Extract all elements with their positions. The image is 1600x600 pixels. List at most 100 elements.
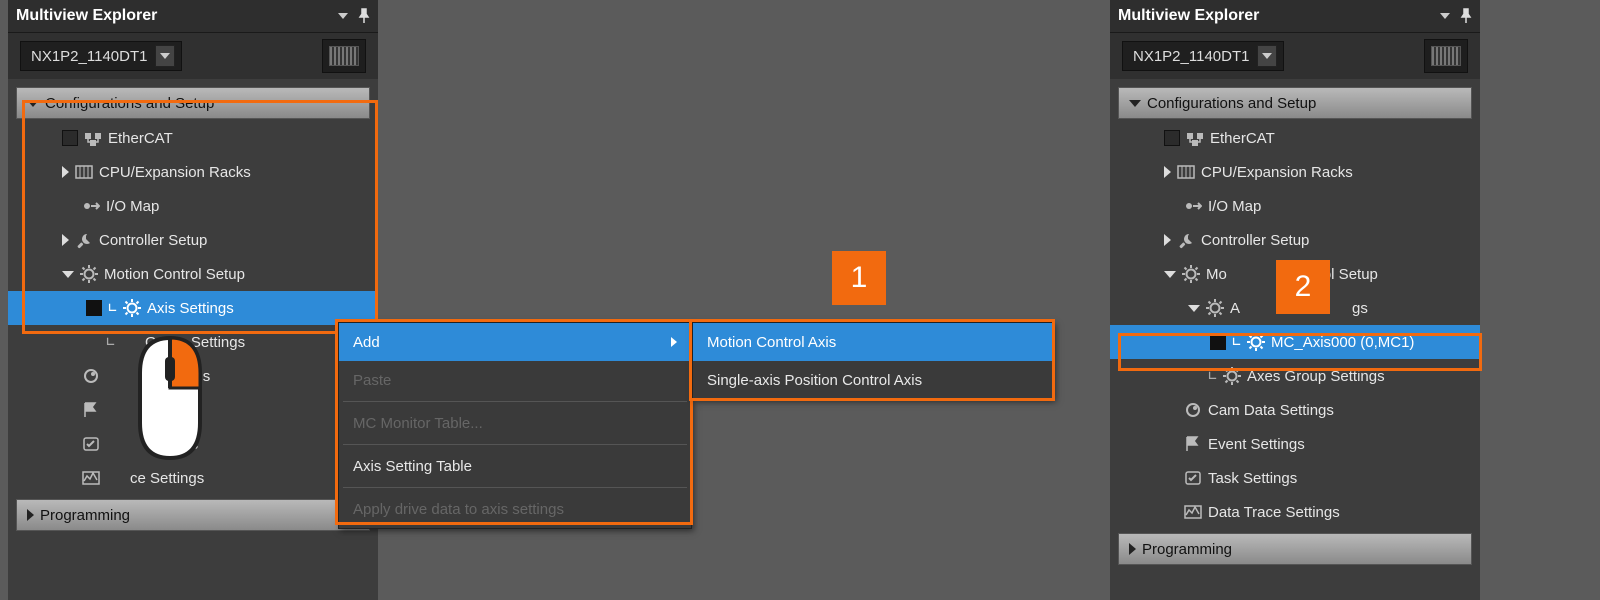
disclosure-icon[interactable] <box>1188 305 1200 312</box>
tree-item-io-map[interactable]: I/O Map <box>1110 189 1480 223</box>
separator <box>343 401 687 402</box>
tree-label: ngs <box>174 436 198 453</box>
device-selector-row: NX1P2_1140DT1 <box>1110 33 1480 79</box>
ctx-label: Add <box>353 334 380 351</box>
tree-item-cam-data[interactable]: Cam Data Settings <box>1110 393 1480 427</box>
disclosure-icon[interactable] <box>1164 166 1171 178</box>
panel-menu-icon[interactable] <box>338 13 348 19</box>
callout-badge-1: 1 <box>832 251 886 305</box>
panel-title: Multiview Explorer <box>1118 7 1440 25</box>
disclosure-icon[interactable] <box>1164 271 1176 278</box>
tree-item-data-trace[interactable]: ce Settings <box>8 461 378 495</box>
disclosure-icon[interactable] <box>27 509 34 521</box>
tree-label: Motion Control Setup <box>104 266 245 283</box>
gear-icon <box>1223 367 1241 385</box>
tree-item-cpu-racks[interactable]: CPU/Expansion Racks <box>1110 155 1480 189</box>
disclosure-icon[interactable] <box>62 166 69 178</box>
device-dropdown[interactable]: NX1P2_1140DT1 <box>20 41 182 71</box>
tree-label: ings <box>174 402 202 419</box>
tree-label: Task Settings <box>1208 470 1297 487</box>
ctx-item-axis-table[interactable]: Axis Setting Table <box>339 447 691 485</box>
ctx-item-add[interactable]: Add <box>339 323 691 361</box>
bullet-icon <box>1210 334 1226 350</box>
gear-icon <box>1182 265 1200 283</box>
tree-item-cam-data[interactable]: Settings <box>8 359 378 393</box>
pin-icon[interactable] <box>356 8 370 24</box>
tree-item-ethercat[interactable]: EtherCAT <box>8 121 378 155</box>
rack-icon <box>75 163 93 181</box>
ctx-item-apply-drive: Apply drive data to axis settings <box>339 490 691 528</box>
ctx-label: Apply drive data to axis settings <box>353 501 564 518</box>
tree-item-axes-group-settings[interactable]: ∟ Axes Group Settings <box>1110 359 1480 393</box>
tree-item-mc-axis000[interactable]: ∟ MC_Axis000 (0,MC1) <box>1110 325 1480 359</box>
bullet-icon <box>62 130 78 146</box>
tree-item-data-trace[interactable]: Data Trace Settings <box>1110 495 1480 529</box>
panel-menu-icon[interactable] <box>1440 13 1450 19</box>
tree-header-config[interactable]: Configurations and Setup <box>16 87 370 119</box>
ctx-sub-single-axis[interactable]: Single-axis Position Control Axis <box>693 361 1053 399</box>
tree-label: EtherCAT <box>108 130 173 147</box>
tree-item-controller-setup[interactable]: Controller Setup <box>8 223 378 257</box>
tree-item-axis-settings[interactable]: ∟ Axis Settings <box>8 291 378 325</box>
ctx-label: Axis Setting Table <box>353 458 472 475</box>
device-icon-button[interactable] <box>1424 39 1468 73</box>
wrench-icon <box>75 231 93 249</box>
panel-titlebar: Multiview Explorer <box>1110 0 1480 33</box>
ctx-sub-motion-axis[interactable]: Motion Control Axis <box>693 323 1053 361</box>
tree-header-config[interactable]: Configurations and Setup <box>1118 87 1472 119</box>
tree-item-event-settings[interactable]: ings <box>8 393 378 427</box>
tree-item-cpu-racks[interactable]: CPU/Expansion Racks <box>8 155 378 189</box>
tree-item-axes-group-settings[interactable]: ∟ Group Settings <box>8 325 378 359</box>
disclosure-icon[interactable] <box>1129 100 1141 107</box>
tree-item-event-settings[interactable]: Event Settings <box>1110 427 1480 461</box>
tree-item-controller-setup[interactable]: Controller Setup <box>1110 223 1480 257</box>
tree-label: Axes Group Settings <box>1247 368 1385 385</box>
rack-icon <box>1177 163 1195 181</box>
tree-label: I/O Map <box>106 198 159 215</box>
wrench-icon <box>1177 231 1195 249</box>
tree-item-task-settings[interactable]: Task Settings <box>1110 461 1480 495</box>
chevron-down-icon[interactable] <box>155 45 175 67</box>
tree-item-ethercat[interactable]: EtherCAT <box>1110 121 1480 155</box>
tree-item-io-map[interactable]: I/O Map <box>8 189 378 223</box>
elbow-icon: ∟ <box>1208 367 1217 385</box>
tree-label: Configurations and Setup <box>45 95 214 112</box>
pin-icon[interactable] <box>1458 8 1472 24</box>
tree-item-motion-control-setup[interactable]: Motion Control Setup <box>8 257 378 291</box>
device-icon-button[interactable] <box>322 39 366 73</box>
ctx-item-paste: Paste <box>339 361 691 399</box>
device-selector-row: NX1P2_1140DT1 <box>8 33 378 79</box>
context-submenu: Motion Control Axis Single-axis Position… <box>692 322 1054 400</box>
disclosure-icon[interactable] <box>62 234 69 246</box>
disclosure-icon[interactable] <box>62 271 74 278</box>
tree-label: Programming <box>40 507 130 524</box>
gear-icon <box>1206 299 1224 317</box>
project-tree: Configurations and Setup EtherCAT CPU/Ex… <box>1110 79 1480 565</box>
tree-label: Data Trace Settings <box>1208 504 1340 521</box>
disclosure-icon[interactable] <box>1129 543 1136 555</box>
task-icon <box>1184 469 1202 487</box>
panel-titlebar: Multiview Explorer <box>8 0 378 33</box>
tree-header-programming[interactable]: Programming <box>16 499 370 531</box>
tree-header-programming[interactable]: Programming <box>1118 533 1472 565</box>
ctx-label: Motion Control Axis <box>707 334 836 351</box>
disclosure-icon[interactable] <box>1164 234 1171 246</box>
trace-icon <box>82 469 100 487</box>
multiview-explorer-panel-left: Multiview Explorer NX1P2_1140DT1 Configu… <box>8 0 378 600</box>
ethercat-icon <box>1186 129 1204 147</box>
disclosure-icon[interactable] <box>27 100 39 107</box>
tree-label: CPU/Expansion Racks <box>1201 164 1353 181</box>
tree-label: Settings <box>156 368 210 385</box>
elbow-icon: ∟ <box>1232 333 1241 351</box>
bullet-icon <box>86 300 102 316</box>
chevron-down-icon[interactable] <box>1257 45 1277 67</box>
tree-label: MC_Axis000 (0,MC1) <box>1271 334 1414 351</box>
callout-badge-2: 2 <box>1276 260 1330 314</box>
device-dropdown[interactable]: NX1P2_1140DT1 <box>1122 41 1284 71</box>
gear-icon <box>80 265 98 283</box>
ctx-item-mc-monitor: MC Monitor Table... <box>339 404 691 442</box>
tree-item-task-settings[interactable]: ngs <box>8 427 378 461</box>
tree-label: Programming <box>1142 541 1232 558</box>
tree-label: ce Settings <box>130 470 204 487</box>
tree-label: CPU/Expansion Racks <box>99 164 251 181</box>
